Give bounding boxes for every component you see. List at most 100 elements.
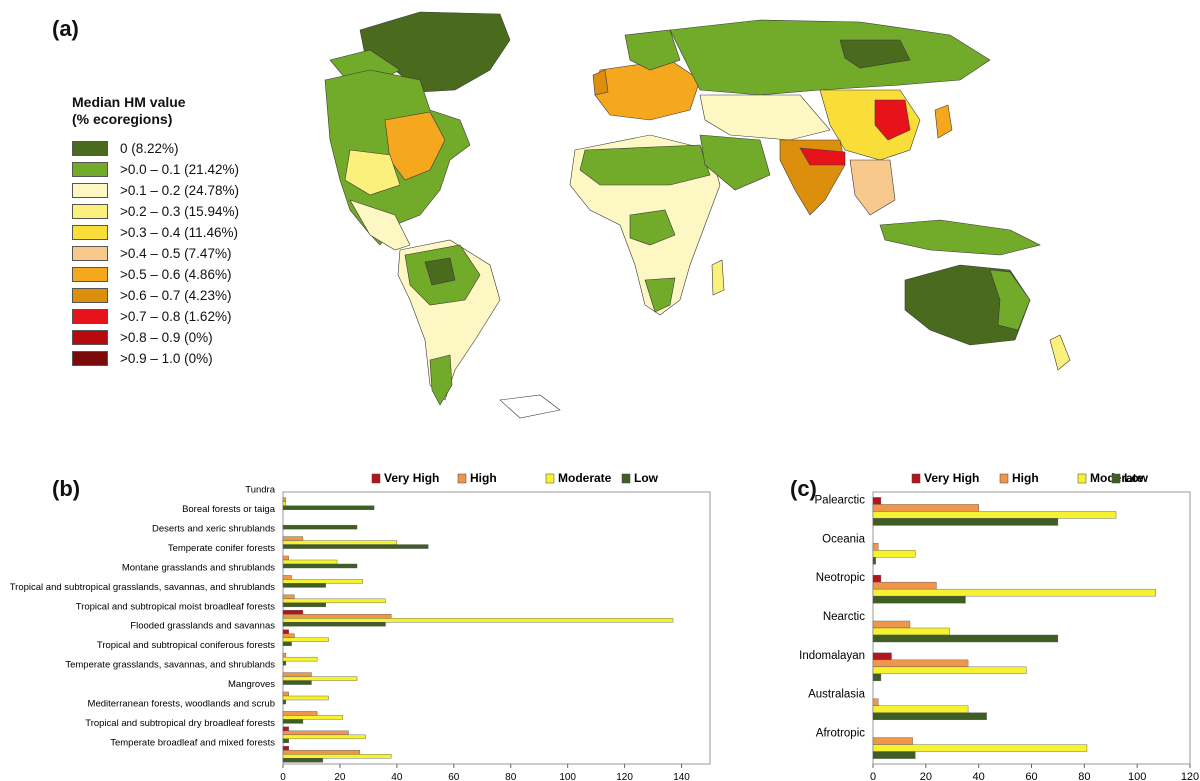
- legend-label: >0.4 – 0.5 (7.47%): [120, 246, 232, 261]
- legend-swatch: [72, 309, 108, 324]
- bar-very-high: [282, 746, 289, 751]
- map-china-east: [874, 99, 911, 141]
- map-usa-south: [344, 149, 401, 196]
- legend-label: >0.9 – 1.0 (0%): [120, 351, 213, 366]
- category-label: Tropical and subtropical grasslands, sav…: [10, 582, 276, 593]
- legend-label: >0.3 – 0.4 (11.46%): [120, 225, 238, 240]
- map-mexico: [349, 199, 411, 251]
- legend-item: >0.2 – 0.3 (15.94%): [72, 201, 239, 222]
- bar-high: [282, 614, 392, 619]
- legend-item: >0.8 – 0.9 (0%): [72, 327, 239, 348]
- x-tick-label: 120: [616, 772, 633, 781]
- category-label: Neotropic: [816, 572, 865, 584]
- category-label: Nearctic: [823, 611, 865, 623]
- bar-moderate: [872, 705, 969, 713]
- chart-c-realms: Very HighHighModerateLow020406080100120N…: [799, 471, 1199, 781]
- map-congo: [629, 209, 676, 246]
- bar-moderate: [282, 501, 287, 506]
- bar-very-high: [872, 497, 882, 505]
- category-label: Mangroves: [228, 679, 275, 690]
- bar-low: [282, 602, 326, 608]
- map-siberia-core: [839, 39, 911, 69]
- bar-moderate: [282, 598, 386, 604]
- bar-moderate: [282, 637, 329, 642]
- legend-entry: Low: [1124, 471, 1149, 485]
- chart-legend: Very High High Moderate Low: [371, 471, 659, 485]
- legend-swatch: [72, 162, 108, 177]
- bar-low: [872, 751, 916, 759]
- map-south-africa: [644, 277, 676, 313]
- legend-item: >0.7 – 0.8 (1.62%): [72, 306, 239, 327]
- bar-low: [282, 505, 375, 510]
- legend-label: >0.8 – 0.9 (0%): [120, 330, 213, 345]
- bar-moderate: [872, 666, 1027, 675]
- legend-title-line2: (% ecoregions): [72, 111, 173, 127]
- map-sahara: [579, 144, 711, 186]
- bar-high: [282, 633, 295, 638]
- category-label: Temperate grasslands, savannas, and shru…: [65, 660, 275, 671]
- category-label: Afrotropic: [816, 728, 865, 740]
- legend-swatch: [72, 330, 108, 345]
- legend-label: >0.5 – 0.6 (4.86%): [120, 267, 232, 282]
- bar-moderate: [872, 511, 1117, 519]
- legend-item: >0.5 – 0.6 (4.86%): [72, 264, 239, 285]
- bar-low: [282, 738, 289, 744]
- bar-low: [282, 660, 287, 666]
- bar-moderate: [872, 588, 1156, 597]
- legend-swatch: [72, 267, 108, 282]
- legend-swatch: [72, 141, 108, 156]
- legend-title: Median HM value (% ecoregions): [72, 94, 239, 128]
- map-uk: [592, 69, 609, 96]
- legend-entry: Low: [634, 471, 659, 485]
- map-amazon-core: [424, 257, 456, 286]
- x-tick-label: 80: [505, 772, 517, 781]
- bar-high: [282, 575, 292, 580]
- bar-high: [282, 711, 318, 716]
- bar-high: [872, 581, 937, 590]
- bar-high: [872, 698, 879, 706]
- bar-low: [282, 622, 386, 627]
- legend-marker: [911, 473, 921, 484]
- legend-item: 0 (8.22%): [72, 138, 239, 159]
- category-label: Tropical and subtropical coniferous fore…: [97, 640, 275, 651]
- bar-low: [282, 719, 304, 724]
- legend-swatch: [72, 225, 108, 240]
- map-patagonia: [429, 354, 453, 406]
- legend-label: >0.6 – 0.7 (4.23%): [120, 288, 232, 303]
- map-antarctica-tip: [499, 394, 561, 419]
- map-new-zealand: [1049, 334, 1071, 371]
- legend-entry: Very High: [384, 471, 439, 485]
- x-tick-label: 60: [1025, 771, 1037, 781]
- category-label: Deserts and xeric shrublands: [152, 524, 275, 535]
- bar-moderate: [872, 744, 1088, 752]
- legend-entry: High: [470, 471, 497, 485]
- x-tick-label: 20: [920, 771, 932, 781]
- chart-b-biomes: Very High High Moderate Low 0 20 40 60 80 100 120 1…: [10, 471, 711, 781]
- bar-moderate: [282, 656, 318, 662]
- bar-low: [282, 680, 312, 685]
- bar-moderate: [282, 695, 329, 701]
- legend-title-line1: Median HM value: [72, 94, 186, 110]
- bar-very-high: [872, 652, 892, 661]
- legend-item: >0.3 – 0.4 (11.46%): [72, 222, 239, 243]
- bar-very-high: [282, 726, 289, 732]
- world-map: [324, 11, 1071, 419]
- map-japan: [934, 104, 953, 139]
- panel-label-c: (c): [790, 476, 817, 501]
- legend-label: >0.0 – 0.1 (21.42%): [120, 162, 239, 177]
- panel-label-a: (a): [52, 16, 79, 41]
- category-label: Boreal forests or taiga: [182, 504, 276, 515]
- bar-moderate: [282, 734, 366, 740]
- category-label: Flooded grasslands and savannas: [130, 621, 275, 632]
- bar-moderate: [282, 676, 358, 681]
- bar-high: [282, 497, 287, 502]
- legend-entry: High: [1012, 471, 1039, 485]
- bar-low: [872, 557, 876, 565]
- bar-moderate: [282, 540, 398, 545]
- bar-high: [282, 730, 349, 736]
- category-label: Temperate conifer forests: [168, 543, 275, 554]
- category-label: Palearctic: [815, 494, 866, 506]
- legend-swatch: [72, 183, 108, 198]
- category-label: Oceania: [822, 533, 865, 545]
- map-indonesia: [879, 219, 1041, 256]
